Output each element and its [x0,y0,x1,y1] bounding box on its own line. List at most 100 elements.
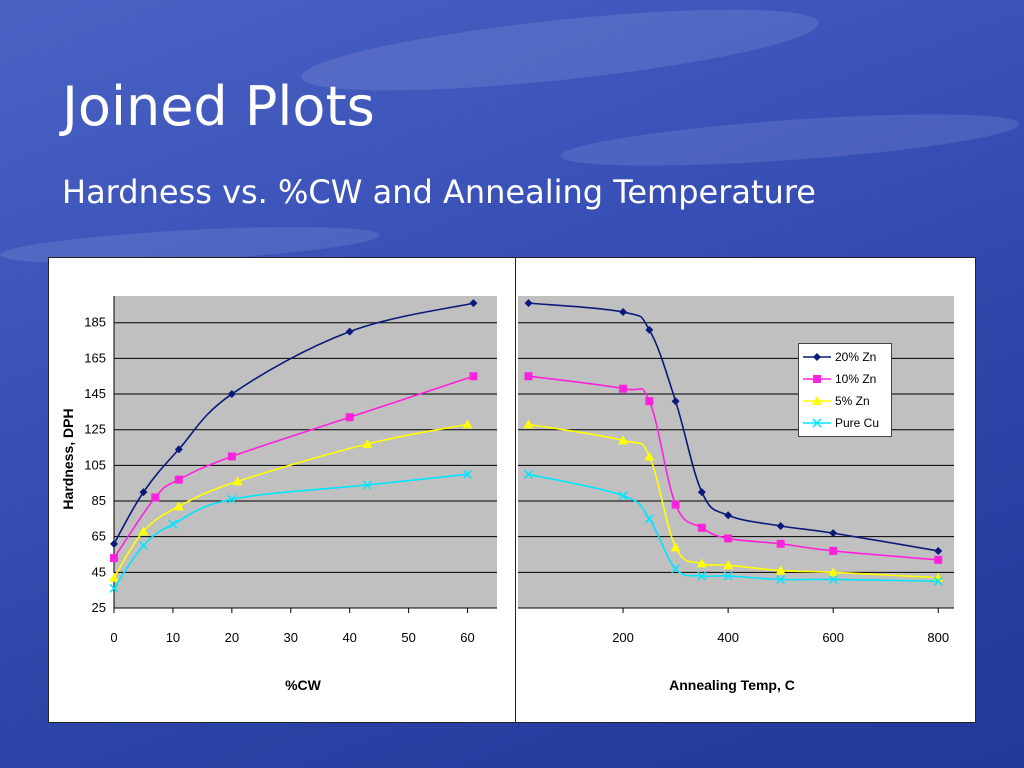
x-tick-label: 60 [460,630,474,645]
x-tick-label: 10 [166,630,180,645]
data-point [671,500,680,509]
data-point [645,325,654,334]
legend-item: 20% Zn [799,346,891,368]
legend-item: 5% Zn [799,390,891,412]
data-point [828,567,839,577]
data-point-stroke [109,583,119,593]
data-point [227,390,236,399]
legend-swatch-20zn [803,353,831,361]
data-point [724,511,733,520]
y-tick-label: 65 [92,529,106,544]
data-point-stroke [523,469,534,479]
y-tick-label: 45 [92,564,106,579]
data-point-stroke [828,574,838,585]
data-point [618,491,628,501]
data-point [934,555,943,564]
data-point [934,546,943,555]
data-point [776,539,785,548]
y-tick-label: 105 [84,457,106,472]
slide-title: Joined Plots [62,75,375,138]
x-tick-label: 40 [342,630,356,645]
data-point [109,572,119,582]
data-point [644,514,654,524]
data-point [463,469,473,479]
y-axis-title: Hardness, DPH [60,408,76,509]
data-point [151,493,160,502]
data-point [644,451,655,461]
x-tick-label: 200 [612,630,634,645]
data-point [138,526,149,536]
data-point-stroke [227,494,237,504]
background-streak [298,0,822,108]
y-tick-label: 145 [84,386,106,401]
data-point [362,480,372,490]
y-tick-label: 165 [84,350,106,365]
data-point-stroke [723,571,733,581]
x-tick-label: 20 [225,630,239,645]
data-point [723,571,733,581]
data-point [696,558,707,568]
legend-marker-stroke [812,418,822,428]
data-point [723,560,734,570]
data-point-stroke [933,576,943,586]
data-point [933,576,943,586]
chart-legend: 20% Zn 10% Zn 5% Zn Pure Cu [798,343,892,437]
data-point-stroke [168,519,178,529]
data-point [227,452,236,461]
data-point [697,571,707,581]
data-point [524,372,533,381]
data-point [829,529,838,538]
y-tick-label: 25 [92,600,106,615]
data-point [362,438,373,448]
data-point [524,299,533,308]
chart-panel-annealing: Annealing Temp, C 200 400 600 800 20% Zn 10… [515,257,976,723]
data-point [110,539,118,548]
legend-swatch-10zn [803,375,831,383]
data-point [469,372,478,381]
data-point [174,445,183,454]
data-point-stroke [697,571,707,581]
data-point [829,546,838,555]
x-tick-label: 0 [110,630,117,645]
data-point [168,519,178,529]
data-point [828,574,838,585]
x-axis-title: %CW [285,677,322,693]
legend-marker [812,418,822,428]
data-point [670,542,681,552]
data-point [138,541,148,551]
data-point [776,521,785,530]
data-point-stroke [463,469,473,479]
data-point [345,327,354,336]
data-point [462,419,473,429]
data-point [139,488,148,497]
data-point [645,397,654,406]
data-point [776,574,786,585]
data-point-stroke [671,564,681,574]
x-tick-label: 50 [401,630,415,645]
data-point [523,419,534,429]
data-point [523,469,534,479]
data-point-stroke [644,514,654,524]
legend-label: 20% Zn [835,350,877,364]
legend-item: 10% Zn [799,368,891,390]
data-point-stroke [362,480,372,490]
legend-item: Pure Cu [799,412,891,434]
chart-panel-cold-work: %CW Hardness, DPH 25 45 65 85 105 125 145 165 18… [48,257,516,723]
data-point [697,523,706,532]
data-point [775,565,786,575]
data-point [671,564,681,574]
data-point [469,299,478,308]
data-point [345,413,354,422]
plot-area [114,296,497,608]
legend-marker [813,375,821,383]
data-point [724,534,733,543]
data-point-stroke [138,541,148,551]
background-streak [559,104,1021,176]
data-point [618,435,629,445]
chart-cold-work: %CW Hardness, DPH 25 45 65 85 105 125 145 165 18… [60,296,497,693]
legend-swatch-pure-cu [803,418,831,428]
x-tick-label: 30 [284,630,298,645]
y-tick-label: 125 [84,422,106,437]
slide-subtitle: Hardness vs. %CW and Annealing Temperatu… [62,173,816,211]
y-tick-label: 185 [84,315,106,330]
